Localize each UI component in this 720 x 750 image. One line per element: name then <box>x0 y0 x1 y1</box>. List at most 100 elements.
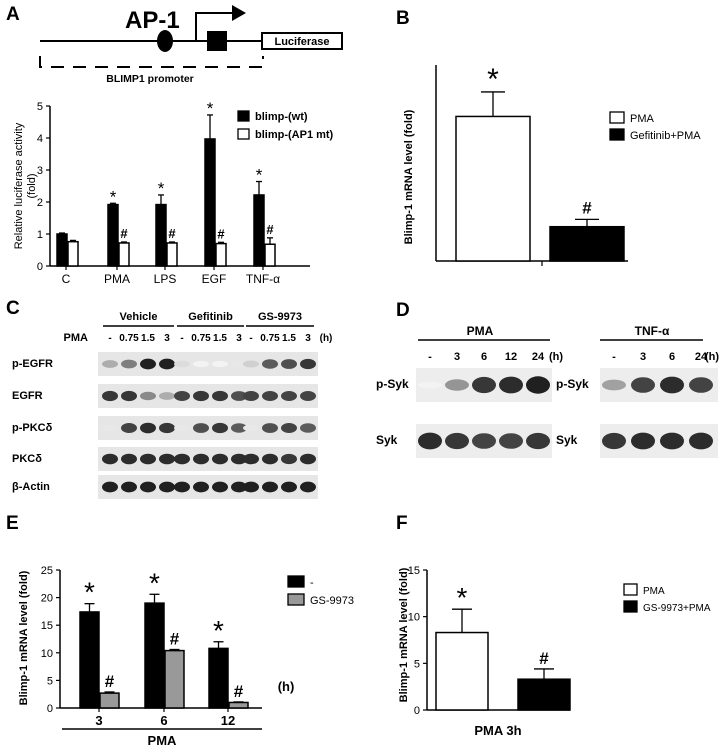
ap1-site-marker <box>157 30 173 52</box>
x-tick-label: EGF <box>202 272 227 286</box>
bar <box>155 203 167 267</box>
blot-band <box>159 422 175 434</box>
x-axis-unit: (h) <box>278 679 295 694</box>
lane-time-label: 24 <box>695 351 708 363</box>
significance-star: * <box>256 166 263 185</box>
lane-time-label: 0.75 <box>191 333 211 344</box>
blot-band <box>102 481 118 493</box>
blot-band <box>631 377 655 393</box>
blot-band <box>243 424 259 432</box>
x-tick-label: 12 <box>221 713 235 728</box>
y-axis-label: Blimp-1 mRNA level (fold) <box>398 567 410 702</box>
x-tick-label: C <box>62 272 71 286</box>
y-tick-label: 0 <box>47 703 53 715</box>
blot-row-label: p-Syk <box>376 377 409 391</box>
lane-time-label: 6 <box>669 351 675 363</box>
significance-hash: # <box>105 672 115 691</box>
blot-row-label: PKCδ <box>12 453 42 465</box>
bar <box>166 242 178 267</box>
blot-band <box>193 423 209 433</box>
significance-star: * <box>84 577 95 608</box>
significance-star: * <box>457 582 468 613</box>
blot-band <box>281 481 297 493</box>
legend-label: blimp-(wt) <box>255 111 308 123</box>
bar <box>164 649 185 709</box>
blot-band <box>281 423 297 433</box>
significance-star: * <box>213 615 224 646</box>
panel-label-d: D <box>396 300 410 321</box>
blot-row-label: β-Actin <box>12 481 50 493</box>
blot-group-label: Gefitinib <box>188 311 233 323</box>
legend-label: Gefitinib+PMA <box>630 130 701 142</box>
blot-band <box>262 359 278 369</box>
y-tick-label: 10 <box>408 612 420 624</box>
y-axis-label: (fold) <box>26 173 38 198</box>
blot-group-label: Vehicle <box>120 311 158 323</box>
blot-band <box>102 453 118 465</box>
time-unit: (h) <box>549 351 563 363</box>
blot-band <box>262 481 278 493</box>
x-tick-label: 3 <box>95 713 102 728</box>
bar <box>228 701 249 709</box>
blot-band <box>526 376 550 394</box>
x-axis-label: PMA 3h <box>474 723 521 738</box>
blot-band <box>231 423 247 433</box>
chart-b-blimp1-gefitinib: Blimp-1 mRNA level (fold) * # PMA Gefitinib+… <box>403 63 701 266</box>
legend-label: PMA <box>630 113 655 125</box>
blot-band <box>212 481 228 493</box>
blot-band <box>193 360 209 368</box>
significance-star: * <box>487 63 499 96</box>
blot-band <box>499 433 523 449</box>
blot-band <box>121 481 137 493</box>
blot-band <box>262 453 278 465</box>
lane-time-label: 3 <box>305 333 311 344</box>
bar <box>435 631 489 711</box>
significance-hash: # <box>539 649 549 668</box>
significance-hash: # <box>234 682 244 701</box>
bar <box>253 194 265 267</box>
blot-band <box>174 424 190 432</box>
legend-swatch <box>609 111 625 124</box>
blot-band <box>300 358 316 370</box>
blot-band <box>102 390 118 402</box>
lane-time-label: 0.75 <box>260 333 280 344</box>
blot-band <box>140 481 156 493</box>
blot-row-label: p-EGFR <box>12 358 53 370</box>
y-tick-label: 0 <box>37 261 43 273</box>
blot-band <box>231 453 247 465</box>
x-tick-label: LPS <box>154 272 177 286</box>
significance-hash: # <box>168 226 176 241</box>
blot-band <box>174 360 190 368</box>
x-tick-label: 6 <box>160 713 167 728</box>
blot-band <box>243 453 259 465</box>
lane-time-label: 1.5 <box>141 333 155 344</box>
blot-band <box>300 481 316 493</box>
bar <box>208 647 229 709</box>
y-tick-label: 5 <box>37 101 43 113</box>
lane-time-label: 1.5 <box>213 333 227 344</box>
blot-band <box>418 432 442 450</box>
blot-band <box>140 358 156 370</box>
y-axis-label: Relative luciferase activity <box>13 122 25 249</box>
blot-band <box>140 391 156 401</box>
legend-swatch <box>287 593 305 606</box>
y-tick-label: 4 <box>37 133 43 145</box>
blot-band <box>243 391 259 401</box>
luciferase-box <box>261 32 343 50</box>
blot-band <box>689 377 713 393</box>
legend-label: GS-9973 <box>310 595 354 607</box>
blot-title: PMA <box>467 324 494 338</box>
y-axis-label: Blimp-1 mRNA level (fold) <box>403 109 415 244</box>
lane-time-label: - <box>428 351 432 363</box>
blot-band <box>445 379 469 391</box>
legend-swatch <box>609 128 625 141</box>
blot-band <box>102 424 118 432</box>
legend-label: - <box>310 577 314 589</box>
y-tick-label: 1 <box>37 229 43 241</box>
blot-band <box>631 432 655 450</box>
lane-time-label: 12 <box>505 351 517 363</box>
blot-band <box>262 391 278 401</box>
chart-e-blimp1-gs9973-time: 0 5 10 15 20 25 Blimp-1 mRNA level (fold) * #3 * #… <box>18 565 354 748</box>
